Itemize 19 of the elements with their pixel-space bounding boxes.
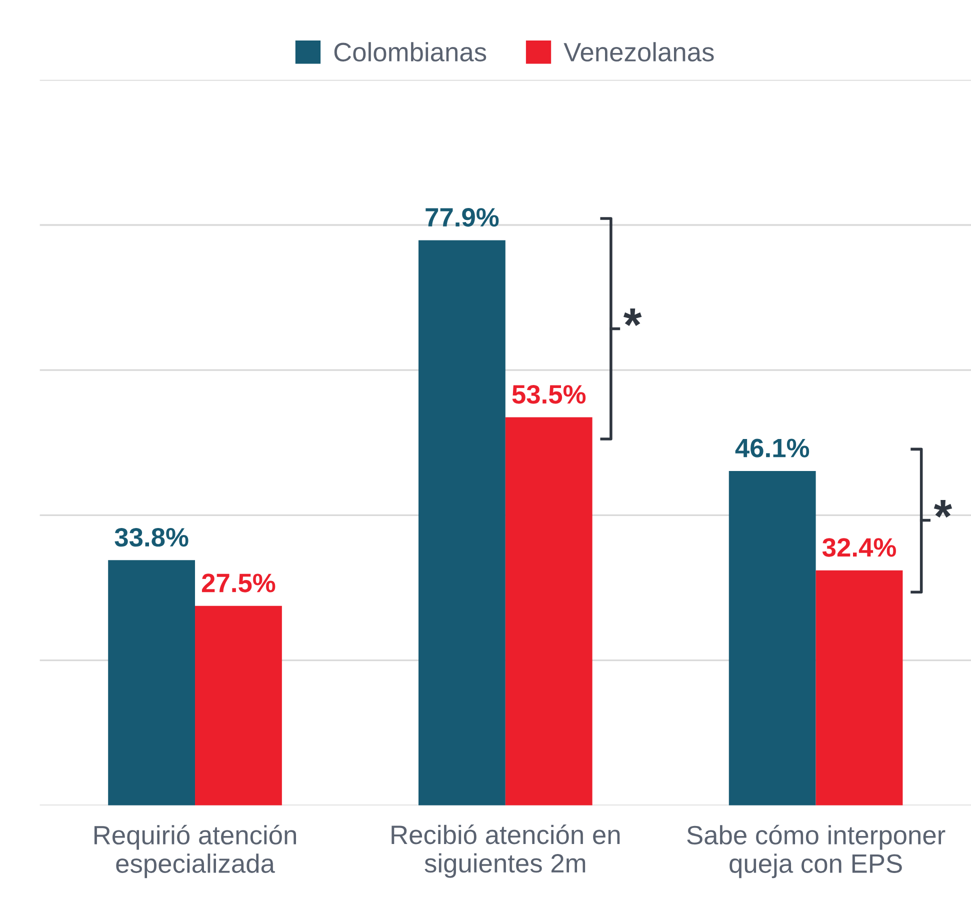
bar	[195, 606, 282, 806]
annotation: *	[623, 308, 642, 326]
bar	[816, 570, 903, 806]
annotation: *	[934, 500, 952, 518]
bar	[728, 470, 816, 806]
legend-label: Venezolanas	[564, 42, 714, 62]
data-label: 27.5%	[202, 574, 276, 592]
data-label: 46.1%	[735, 438, 810, 458]
x-tick-label: Recibió atención en siguientes 2m	[392, 824, 620, 878]
data-label: 53.5%	[512, 385, 586, 404]
bar	[108, 560, 196, 806]
x-tick-label: Requirió atención especializada	[94, 824, 296, 878]
bar	[505, 417, 592, 806]
data-label: 32.4%	[822, 538, 896, 557]
x-tick-label: Sabe cómo interponer queja con EPS	[687, 824, 946, 878]
bar	[418, 240, 506, 806]
data-label: 33.8%	[114, 528, 188, 547]
legend-label: Colombianas	[334, 42, 486, 62]
data-label: 77.9%	[426, 208, 499, 227]
